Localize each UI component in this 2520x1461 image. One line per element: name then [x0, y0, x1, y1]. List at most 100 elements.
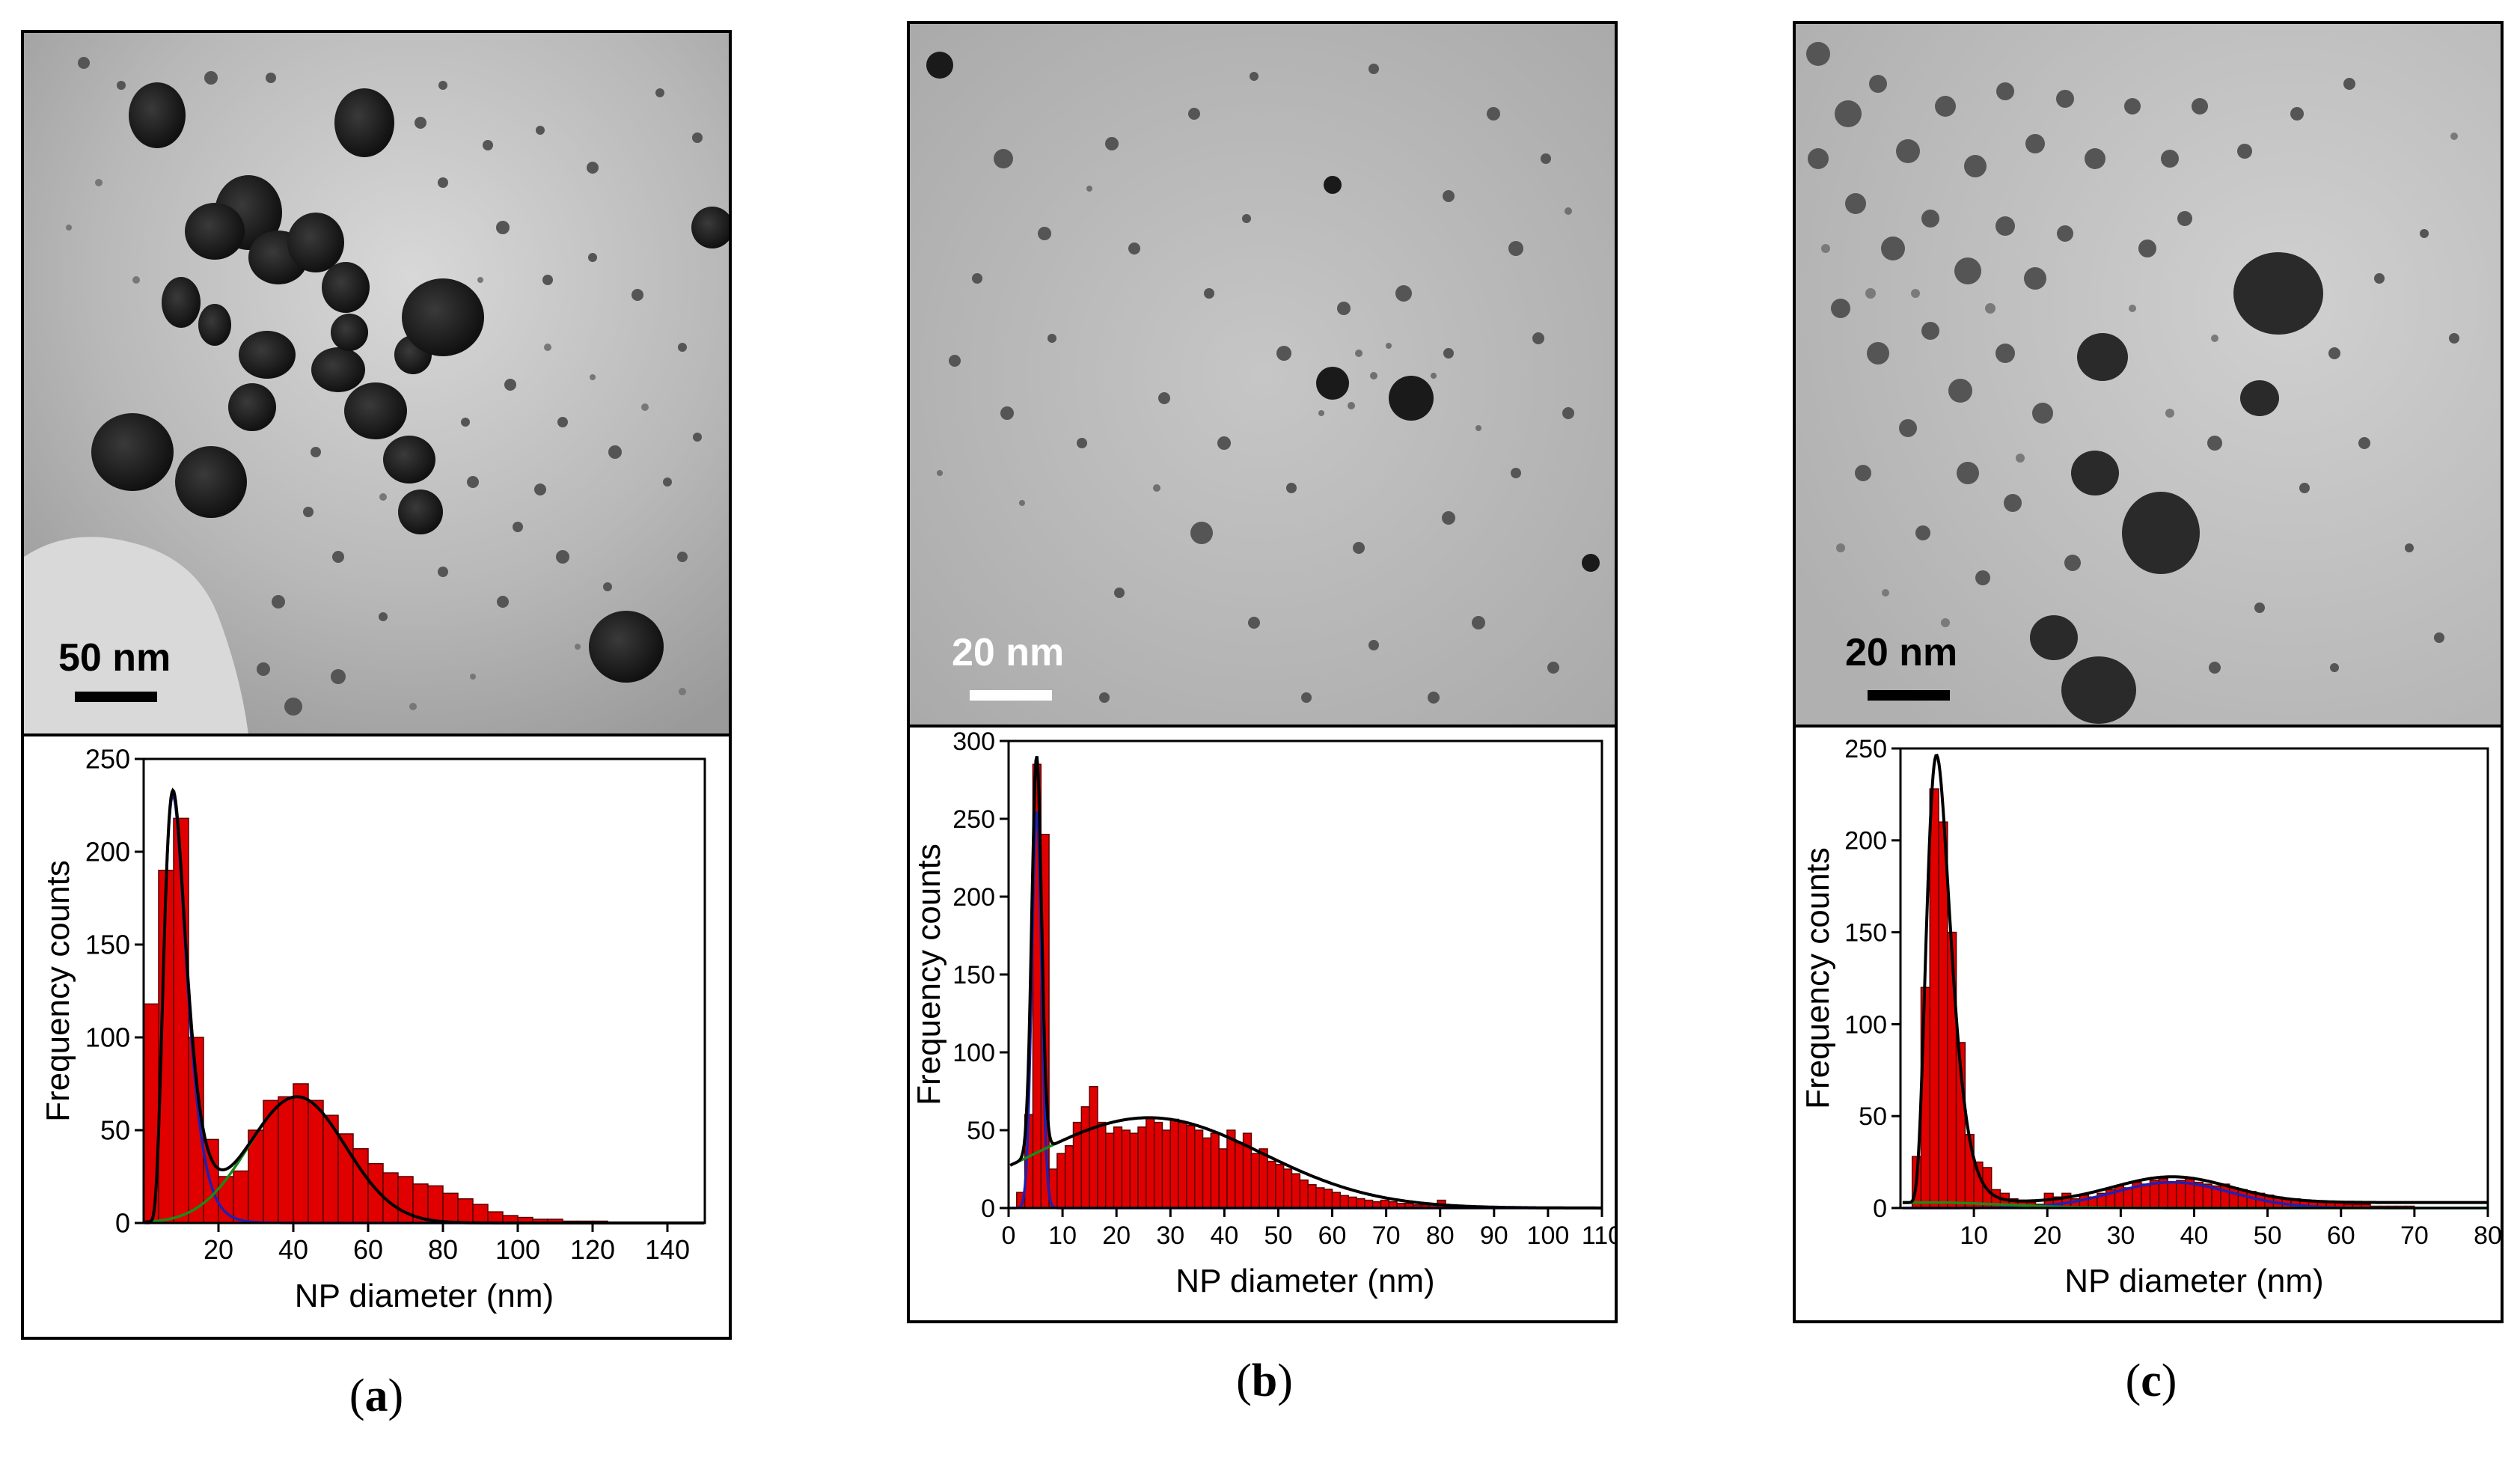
- scale-bar-label-c: 20 nm: [1845, 631, 1958, 674]
- y-tick-label: 300: [952, 728, 995, 756]
- bar: [1282, 1168, 1293, 1209]
- bar: [2220, 1183, 2230, 1209]
- y-tick-label: 50: [967, 1117, 995, 1145]
- y-tick-label: 50: [100, 1115, 130, 1146]
- bar: [1250, 1153, 1260, 1209]
- y-axis-label: Frequency counts: [1799, 847, 1836, 1109]
- x-tick-label: 60: [353, 1234, 383, 1265]
- subfigure-letter-a: a: [364, 1370, 388, 1421]
- bar: [1339, 1195, 1349, 1209]
- fit-curve-0: [144, 793, 704, 1224]
- scale-bar-label-a: 50 nm: [58, 636, 171, 680]
- bar: [2123, 1187, 2133, 1209]
- bar: [1929, 788, 1939, 1209]
- bar: [1267, 1160, 1276, 1209]
- bar: [1153, 1121, 1163, 1209]
- x-tick-label: 80: [1426, 1221, 1455, 1250]
- bar: [1113, 1126, 1123, 1209]
- bar: [1275, 1164, 1285, 1209]
- subfigure-label-b: (b): [1236, 1355, 1293, 1406]
- y-tick-label: 200: [1844, 827, 1887, 855]
- y-tick-label: 250: [952, 805, 995, 834]
- x-tick-label: 70: [1372, 1221, 1401, 1250]
- bar: [487, 1211, 504, 1224]
- subfigure-letter-c: c: [2141, 1355, 2162, 1406]
- subfigure-letter-b: b: [1251, 1355, 1278, 1406]
- tem-micrograph-a: [24, 33, 729, 734]
- bar: [1097, 1121, 1107, 1209]
- x-tick-label: 100: [495, 1234, 540, 1265]
- y-axis-label: Frequency counts: [40, 860, 76, 1122]
- x-tick-label: 80: [2474, 1221, 2501, 1250]
- bar: [1089, 1086, 1098, 1209]
- bar: [1331, 1192, 1342, 1209]
- histogram-a: 20 40 60 80 100 120 140 0 50 100 150 200 250 NP diame…: [21, 733, 732, 1340]
- x-tick-label: 70: [2400, 1221, 2429, 1250]
- bar: [1259, 1148, 1268, 1209]
- bar: [1186, 1125, 1196, 1209]
- bar: [1348, 1196, 1357, 1209]
- x-tick-label: 40: [2180, 1221, 2209, 1250]
- bar: [1161, 1129, 1172, 1209]
- x-tick-label: 30: [2106, 1221, 2135, 1250]
- bar: [1193, 1129, 1204, 1209]
- scale-bar-b: [970, 690, 1052, 701]
- y-tick-label: 150: [952, 961, 995, 989]
- x-axis-label: NP diameter (nm): [2064, 1263, 2323, 1299]
- x-tick-label: 60: [2327, 1221, 2355, 1250]
- bar: [427, 1185, 444, 1224]
- bar: [1064, 1145, 1074, 1209]
- bar: [1210, 1132, 1220, 1209]
- x-tick-label: 40: [278, 1234, 308, 1265]
- bar: [1080, 1106, 1090, 1209]
- bar: [1169, 1118, 1179, 1209]
- y-tick-label: 150: [85, 930, 130, 960]
- x-axis-label: NP diameter (nm): [1175, 1263, 1434, 1299]
- tem-image-b: 20 nm: [907, 21, 1618, 728]
- y-tick-label: 250: [85, 744, 130, 775]
- histogram-svg-a: 20 40 60 80 100 120 140 0 50 100 150 200 250 NP diame…: [40, 744, 706, 1314]
- bar: [1323, 1189, 1333, 1209]
- bar: [1356, 1198, 1365, 1209]
- fit-curve-2: [1902, 753, 2487, 1204]
- x-tick-label: 50: [2254, 1221, 2282, 1250]
- x-tick-label: 50: [1264, 1221, 1293, 1250]
- y-tick-label: 150: [1844, 919, 1887, 948]
- bar: [457, 1198, 474, 1224]
- x-tick-label: 10: [1960, 1221, 1988, 1250]
- x-tick-label: 20: [1102, 1221, 1131, 1250]
- histogram-svg-c: 10 20 30 40 50 60 70 80 0 50 100 150 200 250 NP diamet…: [1799, 735, 2501, 1299]
- bar: [1299, 1179, 1309, 1209]
- bar: [1129, 1132, 1139, 1209]
- bar: [1146, 1117, 1155, 1209]
- y-tick-label: 100: [1844, 1010, 1887, 1039]
- bar: [1137, 1126, 1147, 1209]
- x-tick-label: 0: [1002, 1221, 1016, 1250]
- scale-bar-a: [75, 692, 157, 702]
- bar: [2141, 1183, 2151, 1209]
- y-axis-label: Frequency counts: [911, 844, 947, 1105]
- x-tick-label: 10: [1048, 1221, 1077, 1250]
- y-tick-label: 50: [1859, 1102, 1887, 1131]
- y-tick-label: 250: [1844, 735, 1887, 763]
- bar: [2228, 1187, 2239, 1209]
- x-axis-label: NP diameter (nm): [295, 1278, 554, 1314]
- bar: [442, 1192, 459, 1224]
- bar: [1218, 1148, 1228, 1209]
- bar: [293, 1083, 309, 1224]
- x-tick-label: 30: [1156, 1221, 1184, 1250]
- bar: [1105, 1132, 1115, 1209]
- bar: [1121, 1129, 1131, 1209]
- y-tick-label: 200: [85, 837, 130, 867]
- bar: [1056, 1153, 1066, 1209]
- x-tick-label: 100: [1527, 1221, 1570, 1250]
- bar: [1315, 1187, 1325, 1209]
- x-tick-label: 80: [428, 1234, 458, 1265]
- scale-bar-c: [1868, 690, 1950, 701]
- fit-curve-2: [144, 787, 704, 1224]
- y-tick-label: 0: [115, 1208, 130, 1239]
- bar: [1235, 1141, 1244, 1209]
- histogram-svg-b: 0 10 20 30 40 50 60 70 80 90 100 110 0 50 100 150 200 250…: [911, 728, 1615, 1299]
- bar: [233, 1170, 249, 1224]
- x-tick-label: 120: [570, 1234, 615, 1265]
